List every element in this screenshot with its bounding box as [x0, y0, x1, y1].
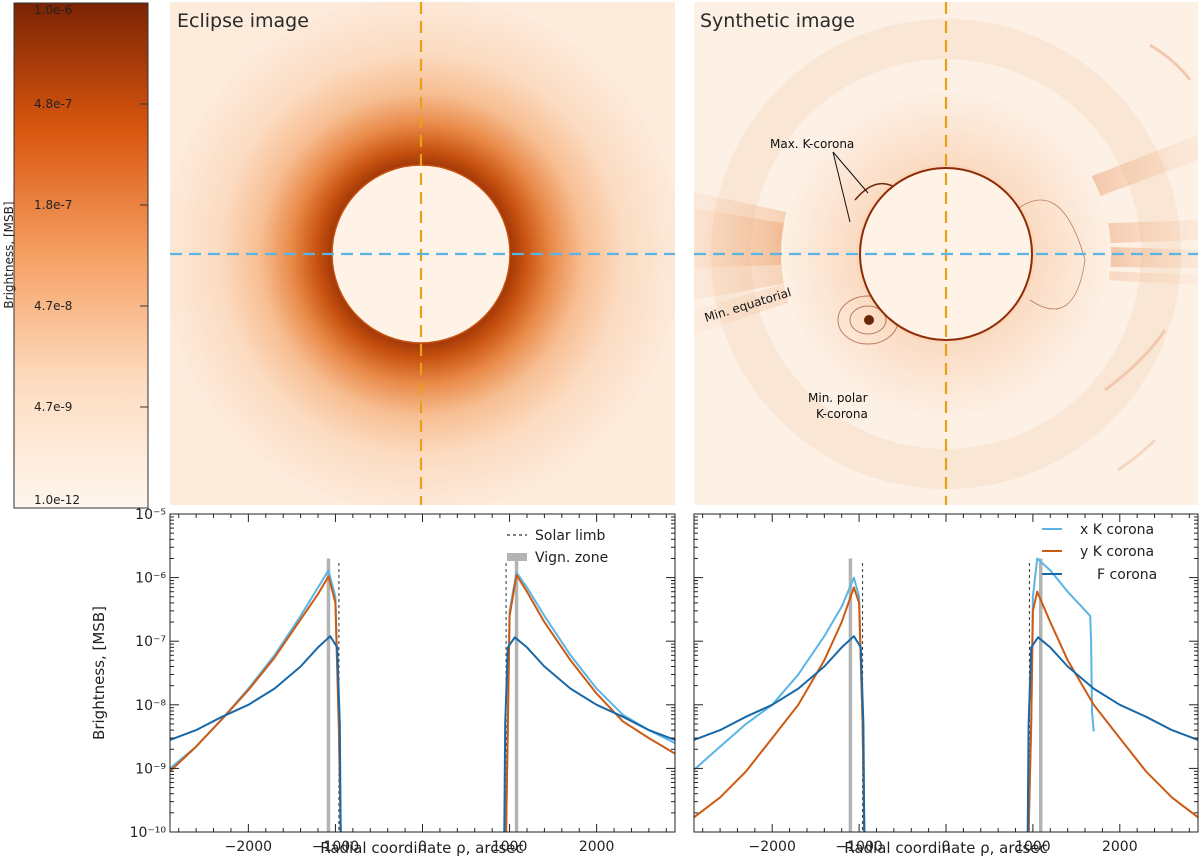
colorbar-ticks: 1.0e-6 4.8e-7 1.8e-7 4.7e-8 4.7e-9 1.0e-12: [34, 3, 148, 507]
vignetting-zone: [1038, 558, 1043, 832]
legend-solar-limb-label: Solar limb: [535, 528, 606, 544]
y-tick-label: 10⁻¹⁰: [130, 825, 167, 841]
x-tick-label: 2000: [1102, 839, 1138, 855]
plot-right-frame: [693, 513, 1199, 833]
loop-lower-left-inner: [849, 305, 887, 335]
series-f-corona-right: [503, 636, 675, 832]
legend-right: x K corona y K corona F corona: [1042, 522, 1157, 583]
plot-left-ylabel: Brightness, [MSB]: [90, 606, 108, 740]
plot-left-content: [170, 558, 675, 832]
x-tick-label: 0: [418, 839, 427, 855]
annotation-max-k-corona: Max. K-corona: [770, 137, 854, 151]
loop-lower-left-core: [864, 315, 874, 325]
feature-lower-right: [1104, 329, 1167, 392]
colorbar-tick-label: 4.7e-8: [34, 299, 72, 313]
colorbar-tick-label: 4.8e-7: [34, 97, 72, 111]
loop-right: [1009, 199, 1086, 310]
annotation-pointer-1: [832, 151, 851, 223]
series-y-k-corona-right: [1027, 590, 1198, 832]
x-tick-label: 1000: [1015, 839, 1051, 855]
series-f-corona-left: [694, 635, 866, 832]
y-tick-label: 10⁻⁵: [135, 507, 166, 523]
annotation-pointer-2: [832, 151, 869, 194]
synthetic-image-panel: [694, 2, 1198, 505]
legend-f-corona-label: F corona: [1097, 567, 1157, 583]
feature-bottom-right: [1117, 438, 1157, 472]
plot-right-xlabel: Radial coordinate ρ, arcsec: [844, 839, 1048, 857]
eclipse-image-title: Eclipse image: [177, 10, 309, 32]
colorbar-tick-label: 1.0e-12: [34, 493, 80, 507]
x-tick-label: −2000: [749, 839, 796, 855]
eclipse-image-panel: [170, 2, 675, 505]
y-tick-label: 10⁻⁷: [135, 634, 166, 650]
x-tick-label: −1000: [312, 839, 359, 855]
x-tick-label: −1000: [835, 839, 882, 855]
legend-y-k-corona-label: y K corona: [1080, 544, 1154, 560]
colorbar-label: Brightness, [MSB]: [2, 201, 16, 308]
plot-left-xlabel: Radial coordinate ρ, arcsec: [320, 839, 524, 857]
legend-x-k-corona-label: x K corona: [1080, 522, 1154, 538]
feature-upper-right: [1149, 43, 1192, 81]
profile-plot-right: −2000 −1000 0 1000 2000 Radial coordinate ρ,…: [693, 513, 1199, 857]
colorbar-tick-label: 4.7e-9: [34, 400, 72, 414]
plot-right-axes: −2000 −1000 0 1000 2000: [694, 513, 1198, 855]
plot-right-content: [694, 557, 1198, 832]
colorbar-tick-label: 1.8e-7: [34, 198, 72, 212]
colorbar-gradient: [13, 2, 149, 509]
plot-right-background: [694, 514, 1198, 832]
x-tick-label: 2000: [579, 839, 615, 855]
x-tick-label: −2000: [225, 839, 272, 855]
vignetting-zone: [326, 558, 331, 832]
vignetting-zone: [848, 558, 853, 832]
vignetting-zone: [514, 558, 519, 832]
colorbar: 1.0e-6 4.8e-7 1.8e-7 4.7e-8 4.7e-9 1.0e-12 Br…: [2, 2, 149, 509]
plot-left-axes: −2000 −1000 0 1000 2000 10⁻¹⁰ 10⁻⁹ 10⁻⁸ 10⁻⁷ 10⁻⁶…: [130, 507, 675, 855]
plot-left-background: [170, 514, 675, 832]
profile-plot-left: −2000 −1000 0 1000 2000 10⁻¹⁰ 10⁻⁹ 10⁻⁸ 10⁻⁷ 10⁻⁶…: [90, 507, 676, 857]
series-y-k-corona-left: [694, 586, 866, 832]
y-tick-label: 10⁻⁸: [135, 698, 166, 714]
legend-vign-zone-label: Vign. zone: [535, 550, 608, 566]
synthetic-image-title: Synthetic image: [700, 10, 855, 32]
series-f-corona-right: [1026, 636, 1198, 832]
x-tick-label: 1000: [492, 839, 528, 855]
annotation-k-corona: K-corona: [816, 407, 868, 421]
legend-left: Solar limb Vign. zone: [507, 528, 608, 566]
colorbar-tick-label: 1.0e-6: [34, 3, 72, 17]
plot-left-frame: [169, 513, 676, 833]
annotation-min-polar: Min. polar: [808, 391, 868, 405]
x-tick-label: 0: [942, 839, 951, 855]
series-f-corona-left: [170, 635, 342, 832]
y-tick-label: 10⁻⁹: [135, 761, 166, 777]
series-y-k-corona-right: [505, 574, 675, 832]
y-tick-label: 10⁻⁶: [135, 571, 166, 587]
